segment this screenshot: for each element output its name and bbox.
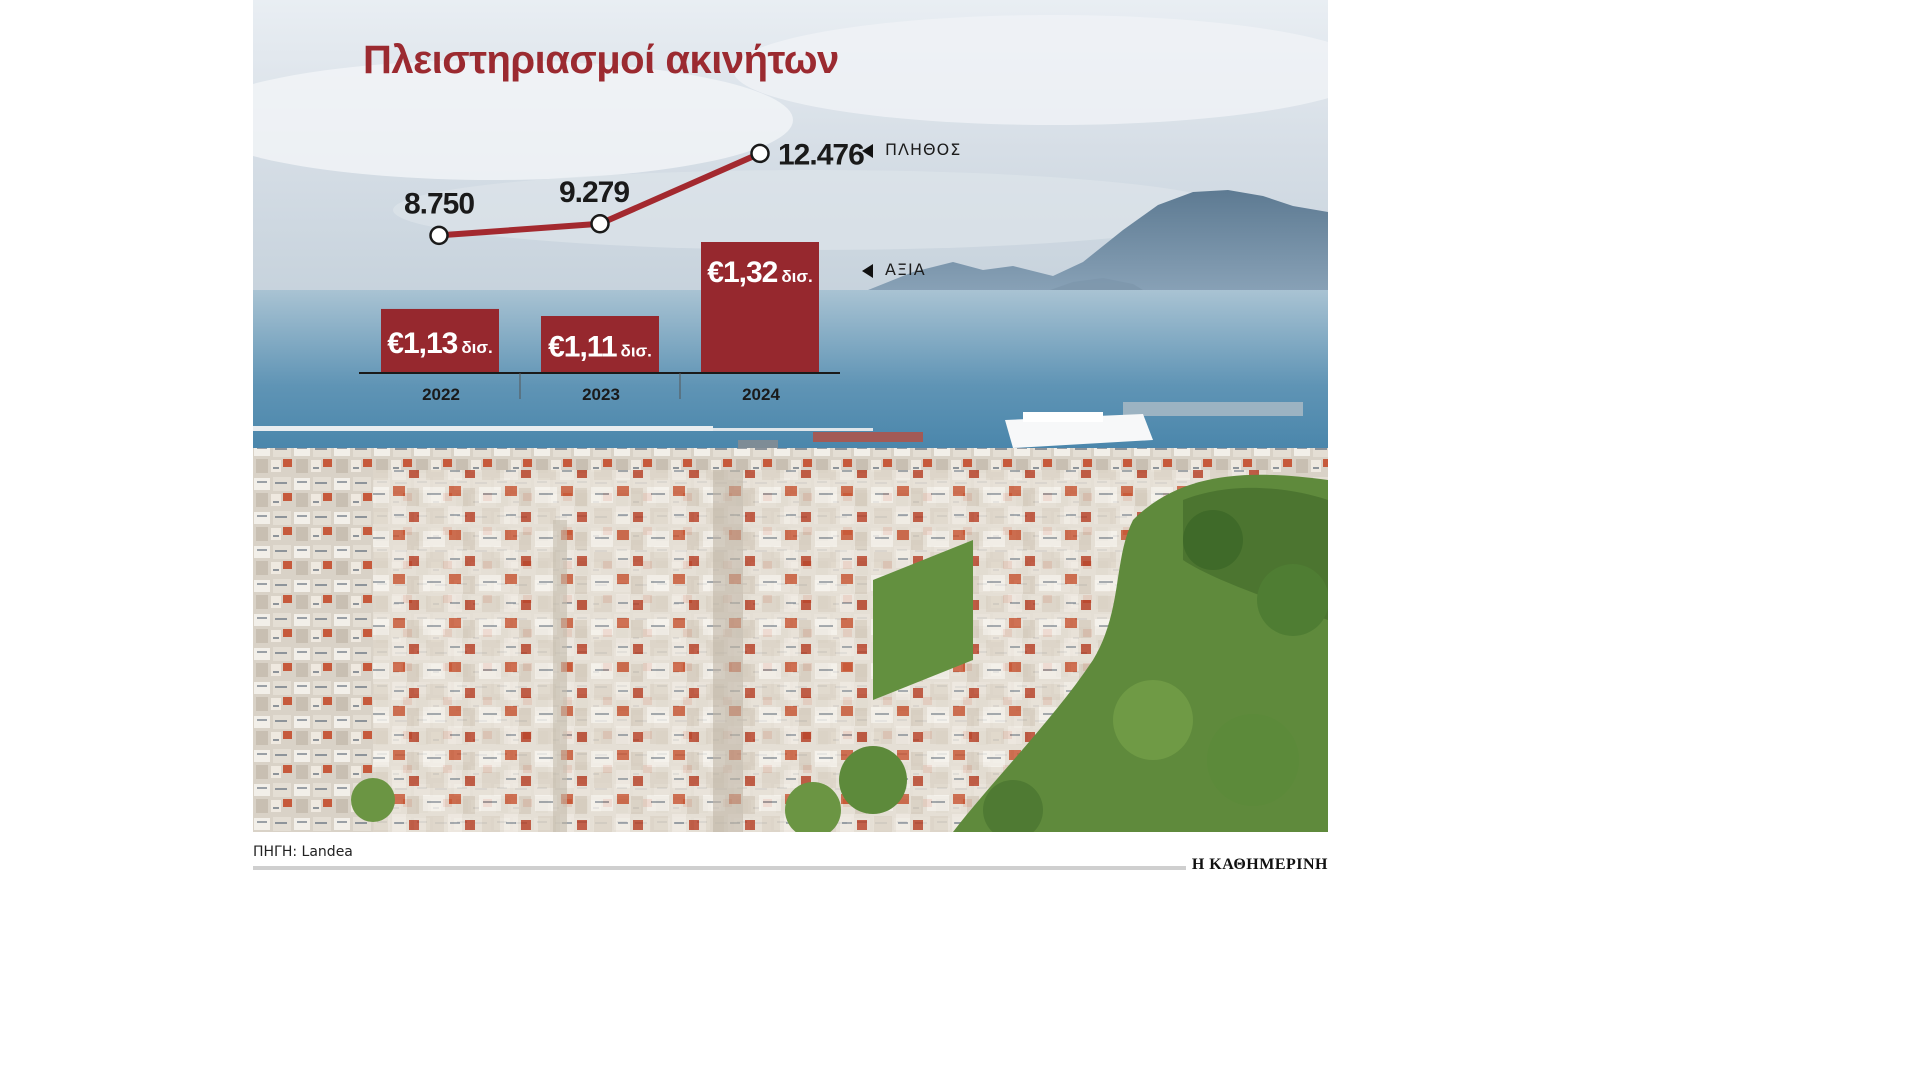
chart-title: Πλειστηριασμοί ακινήτων [363, 38, 839, 82]
legend-value-triangle-icon [862, 263, 873, 278]
publisher-brand: Η ΚΑΘΗΜΕΡΙΝΗ [1185, 856, 1328, 874]
bars-layer: €1,13 δισ. €1,11 δισ.€1,32 δισ. [381, 242, 819, 373]
count-point-2022 [429, 225, 449, 246]
line-layer: 8.750 9.279 12.476 [404, 138, 865, 246]
bar-value-unit: δισ. [461, 338, 492, 357]
x-tick-label-2024: 2024 [742, 385, 780, 404]
bar-value-amount: €1,13 [387, 327, 457, 360]
bar-value-unit: δισ. [781, 267, 812, 286]
city-harbor-background-photo [253, 0, 1328, 832]
legend-count-label: ΠΛΗΘΟΣ [885, 140, 962, 159]
footer-divider [253, 866, 1328, 870]
legend-count: ΠΛΗΘΟΣ [862, 140, 961, 159]
x-tick-label-2022: 2022 [422, 385, 460, 404]
count-point-2023 [590, 214, 610, 234]
legend-value-label: ΑΞΙΑ [885, 260, 926, 279]
count-label-2022: 8.750 [404, 187, 474, 220]
source-note: ΠΗΓΗ: Landea [253, 844, 353, 860]
bar-value-amount: €1,32 [707, 256, 777, 289]
bar-value-label-2023: €1,11 δισ. [548, 331, 652, 364]
bar-2024 [701, 242, 819, 373]
bar-2022 [381, 308, 499, 373]
chart-area: €1,13 δισ. €1,11 δισ.€1,32 δισ. 2022 2023 2024… [359, 138, 865, 404]
count-label-2024: 12.476 [778, 138, 864, 171]
bar-2023 [541, 316, 659, 373]
bar-value-amount: €1,11 [548, 331, 617, 364]
axis-layer: 2022 2023 2024 [359, 372, 840, 404]
x-tick-label-2023: 2023 [582, 385, 620, 404]
bar-value-unit: δισ. [621, 342, 652, 361]
bar-value-label-2024: €1,32 δισ. [707, 256, 812, 289]
count-label-2023: 9.279 [559, 176, 629, 209]
count-point-2024 [750, 143, 770, 164]
legend-value: ΑΞΙΑ [862, 260, 926, 279]
bar-value-label-2022: €1,13 δισ. [387, 327, 492, 360]
legend-count-triangle-icon [862, 143, 873, 158]
